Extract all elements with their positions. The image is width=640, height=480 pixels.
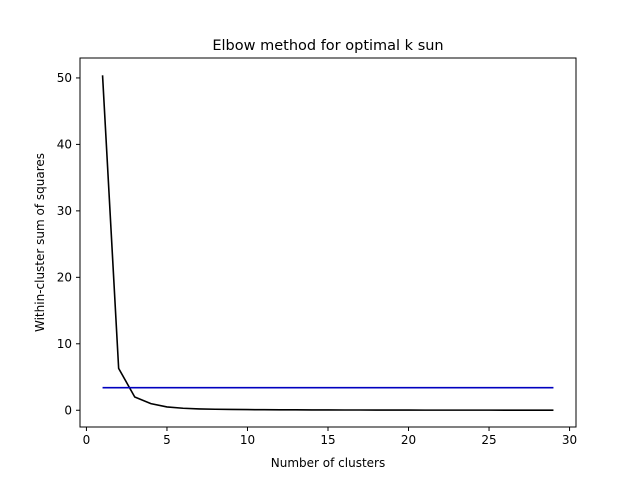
y-tick-label: 30	[57, 204, 72, 218]
y-tick-label: 10	[57, 337, 72, 351]
y-tick-label: 0	[64, 403, 72, 417]
series-line-0	[101, 75, 554, 411]
x-axis-ticks: 0 5 10 15 20 25 30	[83, 427, 577, 447]
chart-title: Elbow method for optimal k sun	[212, 38, 443, 54]
y-tick-label: 50	[57, 71, 72, 85]
series-layer	[101, 75, 554, 411]
x-tick-label: 30	[562, 433, 577, 447]
x-tick-label: 15	[320, 433, 335, 447]
x-tick-label: 20	[401, 433, 416, 447]
y-tick-label: 40	[57, 137, 72, 151]
x-tick-label: 0	[83, 433, 91, 447]
x-tick-label: 5	[163, 433, 171, 447]
y-tick-label: 20	[57, 270, 72, 284]
x-tick-label: 10	[240, 433, 255, 447]
x-tick-label: 25	[481, 433, 496, 447]
plot-frame	[79, 57, 577, 428]
x-axis-label: Number of clusters	[271, 456, 385, 470]
y-axis-ticks: 0 10 20 30 40 50	[57, 71, 80, 417]
y-axis-label: Within-cluster sum of squares	[33, 153, 47, 332]
